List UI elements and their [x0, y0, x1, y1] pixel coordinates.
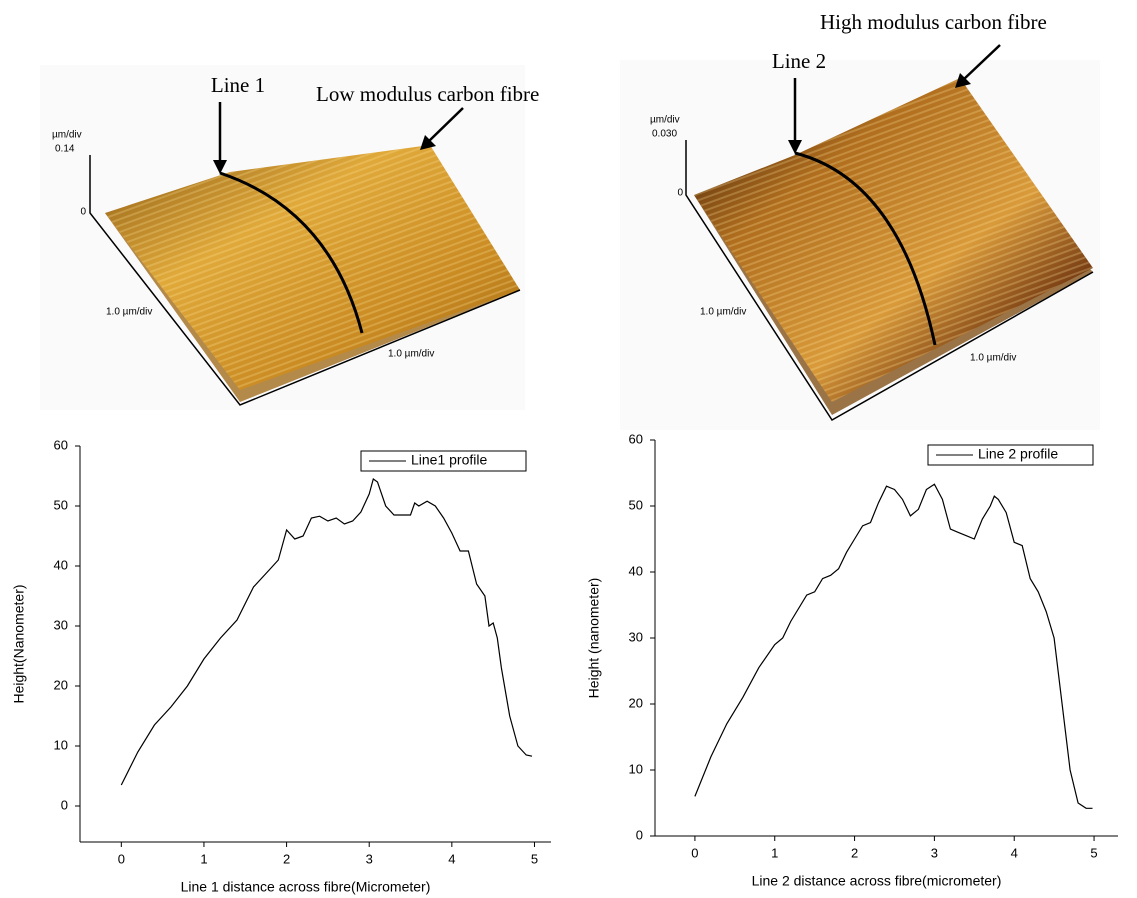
- z-unit: µm/div: [52, 130, 82, 141]
- z-max: 0.14: [55, 144, 75, 155]
- legend-label: Line1 profile: [411, 452, 487, 468]
- y-tick-label: 10: [54, 737, 68, 752]
- y-tick-label: 0: [636, 827, 643, 842]
- figure: Line 1 Low modulus carbon fibre µm/div 0…: [0, 0, 1137, 898]
- data-line: [121, 479, 532, 785]
- y-tick-label: 20: [54, 677, 68, 692]
- x-tick-label: 4: [448, 851, 455, 866]
- line-label: Line 2: [772, 49, 826, 73]
- y-tick-label: 60: [54, 437, 68, 452]
- x-tick-label: 3: [931, 845, 938, 860]
- x-axis-label: Line 1 distance across fibre(Micrometer): [181, 879, 431, 895]
- x-tick-label: 4: [1011, 845, 1018, 860]
- y-scale: 1.0 µm/div: [700, 307, 746, 318]
- z-unit: µm/div: [650, 115, 680, 126]
- x-tick-label: 2: [851, 845, 858, 860]
- y-tick-label: 30: [54, 617, 68, 632]
- x-tick-label: 0: [691, 845, 698, 860]
- afm-image: Line 1 Low modulus carbon fibre µm/div 0…: [40, 65, 539, 410]
- data-line: [695, 484, 1093, 808]
- x-tick-label: 0: [118, 851, 125, 866]
- y-tick-label: 50: [629, 497, 643, 512]
- y-scale: 1.0 µm/div: [106, 307, 152, 318]
- y-axis-label: Height(Nanometer): [11, 584, 27, 703]
- y-tick-label: 60: [629, 431, 643, 446]
- y-tick-label: 20: [629, 695, 643, 710]
- legend-label: Line 2 profile: [978, 446, 1058, 462]
- y-tick-label: 40: [629, 563, 643, 578]
- y-tick-label: 0: [61, 797, 68, 812]
- z-zero: 0: [677, 188, 683, 199]
- fibre-label: Low modulus carbon fibre: [316, 82, 539, 106]
- x-scale: 1.0 µm/div: [970, 353, 1016, 364]
- y-tick-label: 10: [629, 761, 643, 776]
- y-tick-label: 50: [54, 497, 68, 512]
- line-label: Line 1: [211, 73, 265, 97]
- x-tick-label: 1: [200, 851, 207, 866]
- afm-image: Line 2 High modulus carbon fibre µm/div …: [620, 10, 1100, 430]
- y-tick-label: 40: [54, 557, 68, 572]
- x-tick-label: 1: [771, 845, 778, 860]
- x-tick-label: 3: [366, 851, 373, 866]
- fibre-label: High modulus carbon fibre: [820, 10, 1047, 34]
- x-tick-label: 2: [283, 851, 290, 866]
- y-axis-label: Height (nanometer): [586, 578, 602, 699]
- y-tick-label: 30: [629, 629, 643, 644]
- x-tick-label: 5: [1090, 845, 1097, 860]
- x-axis-label: Line 2 distance across fibre(micrometer): [752, 873, 1002, 889]
- x-scale: 1.0 µm/div: [388, 349, 434, 360]
- z-max: 0.030: [652, 129, 677, 140]
- page: Line 1 Low modulus carbon fibre µm/div 0…: [0, 0, 1137, 898]
- x-tick-label: 5: [531, 851, 538, 866]
- z-zero: 0: [80, 207, 86, 218]
